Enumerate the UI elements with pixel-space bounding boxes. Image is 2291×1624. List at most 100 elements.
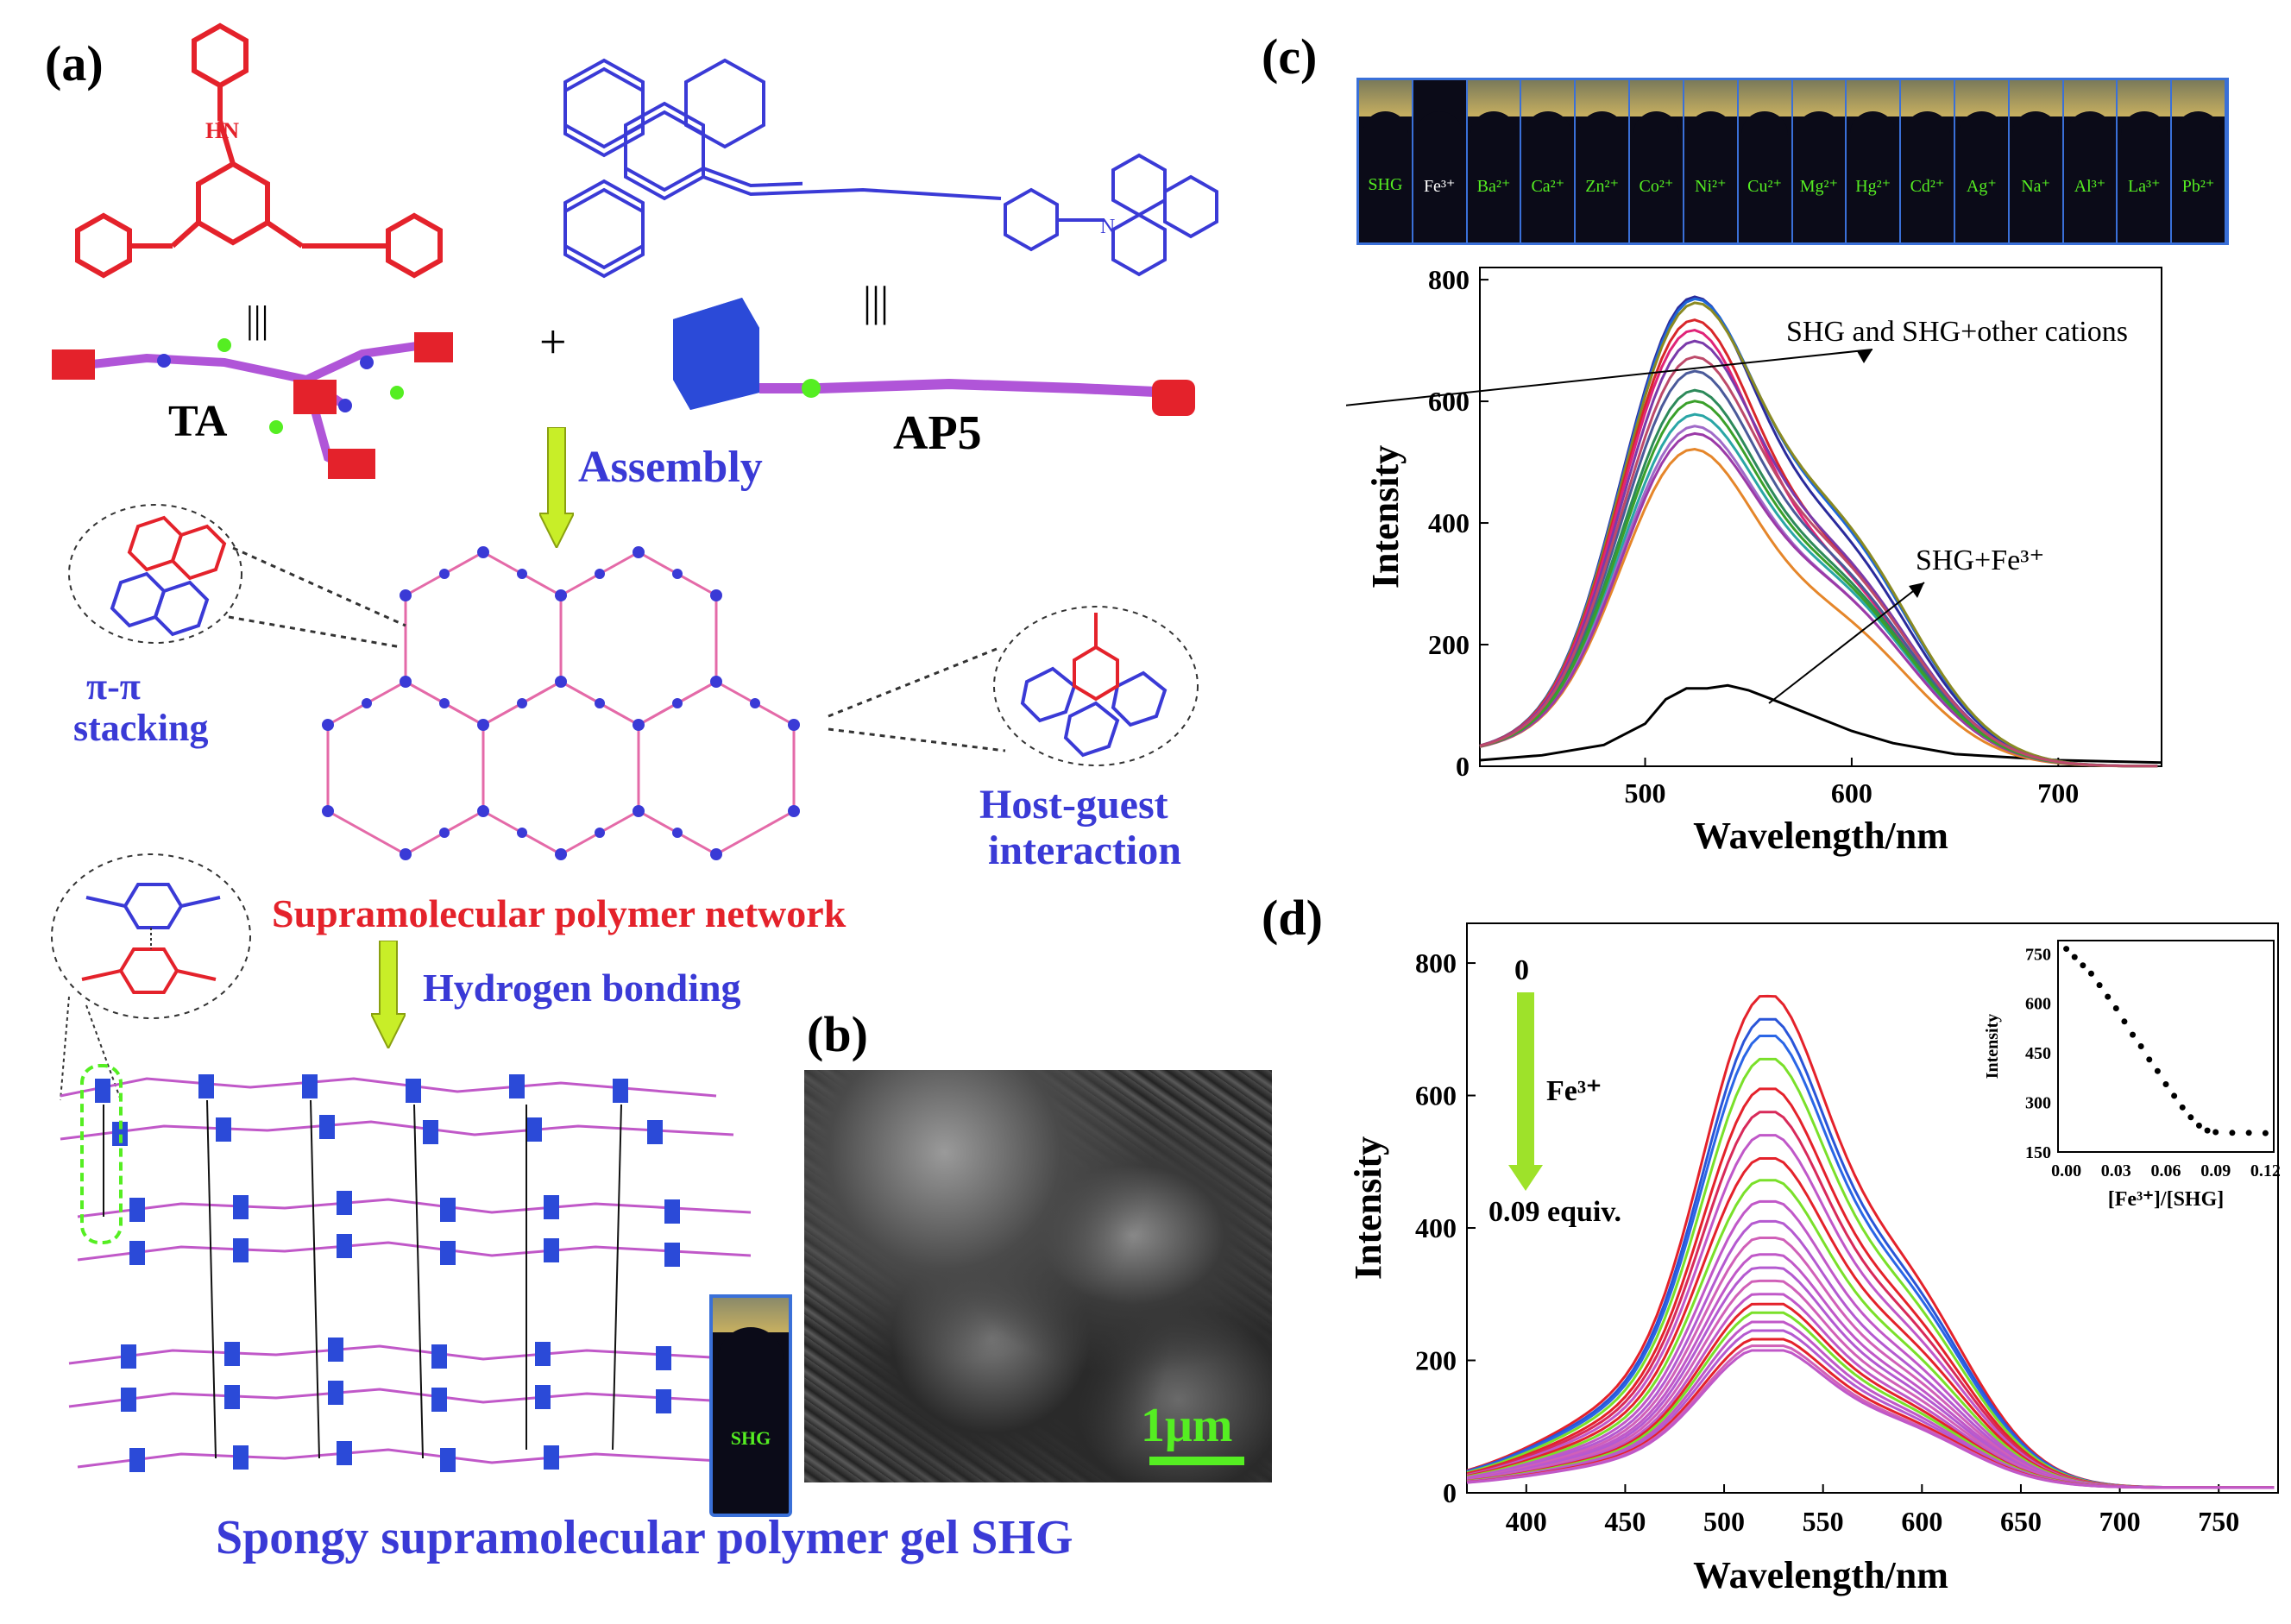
vial-strip: SHG Fe³⁺ Ba²⁺ Ca²⁺ Zn²⁺ Co²⁺ Ni²⁺ Cu²⁺ Mg²⁺ Hg²⁺ C… [1356,78,2229,245]
spectrum-line-c [1479,301,2158,768]
vial-6: Ni²⁺ [1684,80,1739,242]
ta-3d-model [52,332,453,479]
inset-point [2162,1081,2169,1088]
vial-label: Cd²⁺ [1910,177,1945,196]
inset-point [2195,1122,2202,1129]
x-tick-label-d: 450 [1604,1506,1646,1537]
inset-y-tick: 450 [2025,1044,2051,1063]
inset-y-tick: 150 [2025,1143,2051,1162]
vial-label: Ni²⁺ [1695,177,1727,196]
y-tick-label-d: 400 [1415,1212,1457,1243]
y-tick-label-d: 200 [1415,1345,1457,1376]
vial-9: Hg²⁺ [1847,80,1902,242]
spectrum-line-d [1466,1199,2275,1489]
x-tick-label-c: 500 [1625,777,1666,809]
ap5-structure [563,58,802,270]
inset-point [2096,982,2103,989]
inset-point [2080,962,2086,969]
vial-0: SHG [1359,80,1413,242]
network-graphic [322,546,800,860]
x-tick-label-d: 650 [2000,1506,2042,1537]
vial-label: Mg²⁺ [1799,177,1839,196]
vial-14: La³⁺ [2118,80,2173,242]
x-tick-label-d: 550 [1803,1506,1844,1537]
inset-y-tick: 600 [2025,995,2051,1014]
inset-x-tick: 0.03 [2101,1161,2131,1180]
y-tick-label-c: 200 [1428,629,1470,660]
hbond-label: Hydrogen bonding [423,966,741,1010]
inset-point [2137,1043,2144,1049]
spectrum-line-c [1479,329,2158,768]
titration-arrow-d [1508,992,1543,1191]
y-axis-label-d: Intensity [1347,1136,1389,1280]
gel-title: Spongy supramolecular polymer gel SHG [216,1511,1073,1564]
vial-4: Zn²⁺ [1576,80,1631,242]
y-tick-label-c: 800 [1428,264,1470,295]
vial-label: Ag⁺ [1966,177,1997,196]
hbond-zoom [51,853,251,1101]
panel-label-c: (c) [1262,28,1318,85]
vial-2: Ba²⁺ [1467,80,1522,242]
x-tick-label-d: 750 [2198,1506,2239,1537]
vial-label: Fe³⁺ [1423,177,1456,196]
assembly-label: Assembly [578,443,763,492]
vial-label: Ba²⁺ [1476,177,1511,196]
x-axis-label-d: Wavelength/nm [1693,1554,1948,1596]
equiv-mark-ta: ||| [246,299,268,341]
annotation-c1: SHG and SHG+other cations [1786,316,2128,348]
annotation-arrowhead-c1 [1857,349,1872,363]
inset-y-label: Intensity [1983,1014,2002,1080]
host-guest-zoom [828,606,1199,766]
plot-frame-d [1466,922,2279,1494]
y-axis-label-c: Intensity [1364,445,1407,589]
vial-label: Na⁺ [2021,177,2051,196]
spectrum-line-c [1479,400,2158,768]
inset-x-tick: 0.06 [2151,1161,2181,1180]
plot-frame-c [1479,267,2162,767]
shg-vial-label: SHG [730,1427,771,1449]
vial-label: SHG [1368,175,1403,194]
x-tick-label-d: 500 [1703,1506,1745,1537]
annotation-arrowhead-c2 [1909,582,1924,598]
inset-point [2105,993,2112,1000]
equiv-mark-ap5-label: ||| [863,277,890,325]
spectrum-line-c [1479,318,2158,768]
ap5-n-atom: N [1100,216,1115,238]
inset-x-label: [Fe³⁺]/[SHG] [2108,1188,2225,1211]
vial-1: Fe³⁺ [1413,80,1468,242]
inset-x-tick: 0.12 [2250,1161,2281,1180]
vial-8: Mg²⁺ [1792,80,1847,242]
annotation-d-end: 0.09 equiv. [1489,1196,1621,1228]
inset-point [2245,1130,2252,1136]
vial-label: Pb²⁺ [2181,177,2215,196]
host-guest-label-1: Host-guest [979,782,1168,828]
panel-label-a: (a) [45,35,104,91]
vial-label: Al³⁺ [2074,177,2106,196]
annotation-arrow-c1 [1346,349,1873,406]
inset-point [2146,1056,2153,1063]
inset-point [2262,1130,2269,1136]
inset-point [2130,1031,2137,1038]
x-axis-label-c: Wavelength/nm [1693,815,1948,857]
inset-x-tick: 0.00 [2051,1161,2081,1180]
vial-5: Co²⁺ [1630,80,1684,242]
plus-sign: + [539,316,567,369]
spectrum-line-c [1479,355,2158,768]
pi-stacking-zoom [68,504,406,649]
panel-label-d: (d) [1262,890,1323,946]
vial-label: Hg²⁺ [1855,177,1891,196]
hbond-arrow [371,941,406,1048]
annotation-d-start: 0 [1514,954,1529,986]
ta-nh-atom: HN [205,118,239,143]
inset-point [2229,1130,2236,1136]
spectrum-line-c [1479,425,2158,768]
x-tick-label-d: 700 [2099,1506,2141,1537]
inset-point [2121,1018,2128,1025]
spectrum-line-c [1479,431,2158,768]
sem-scale-bar [1149,1457,1244,1465]
sem-scale-label: 1μm [1141,1399,1233,1452]
ap5-graphic: N [563,58,1218,416]
sem-image: 1μm [804,1070,1272,1482]
annotation-c2: SHG+Fe³⁺ [1916,544,2044,576]
y-tick-label-c: 400 [1428,507,1470,538]
